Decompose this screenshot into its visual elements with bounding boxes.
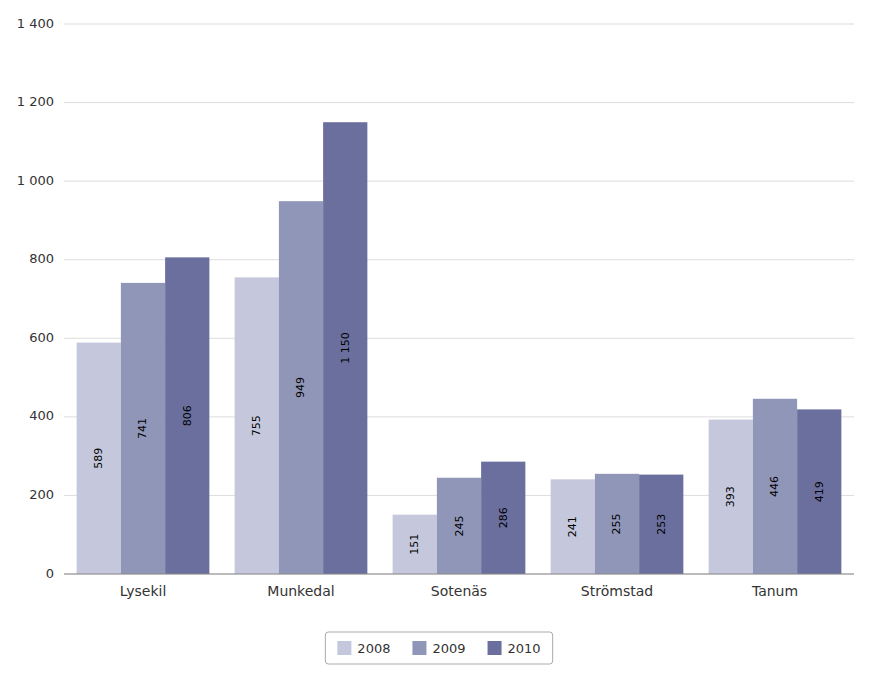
legend-item: 2010 [488,641,541,656]
legend-label: 2008 [357,641,390,656]
data-label: 806 [181,405,194,426]
chart: 0 200 400 600 800 1 000 1 200 1 400 589 755 151 241… [0,0,878,684]
bar [235,277,279,574]
bar [797,409,841,574]
bar [551,479,595,574]
data-label: 949 [295,377,308,398]
legend-frame [325,632,552,664]
data-label: 245 [453,515,466,536]
bar [709,420,753,574]
y-tick-label: 200 [29,487,54,502]
x-tick-label: Munkedal [267,583,334,599]
data-label: 755 [250,415,263,436]
bar [393,515,437,574]
data-label: 255 [611,513,624,534]
bar [165,257,209,574]
chart-container: 0 200 400 600 800 1 000 1 200 1 400 589 755 151 241… [0,0,878,684]
data-label: 393 [724,486,737,507]
bar [77,343,121,574]
legend-swatch [488,641,502,655]
data-label: 419 [813,481,826,502]
bar [595,474,639,574]
data-labels: 589 755 151 241 393 741 949 245 255 446 806 1 150 28… [92,332,825,554]
bar [279,201,323,574]
data-label: 1 150 [339,332,352,364]
data-label: 151 [408,534,421,555]
legend-swatch [412,641,426,655]
bar [437,478,481,574]
x-axis: Lysekil Munkedal Sotenäs Strömstad Tanum [64,574,854,599]
data-label: 253 [655,514,668,535]
bars [77,122,842,574]
legend: 2008 2009 2010 [325,632,552,664]
bar [121,283,165,574]
x-tick-label: Sotenäs [431,583,487,599]
data-label: 286 [497,507,510,528]
bar [639,475,683,574]
legend-item: 2009 [412,641,465,656]
bar [323,122,367,574]
y-tick-label: 600 [29,330,54,345]
data-label: 446 [769,476,782,497]
grid-line [64,574,854,575]
x-tick-label: Strömstad [581,583,653,599]
legend-item: 2008 [337,641,390,656]
grid-line [64,24,854,25]
y-tick-label: 0 [46,566,54,581]
legend-label: 2010 [508,641,541,656]
x-tick-label: Lysekil [120,583,167,599]
x-axis-line [64,574,854,575]
data-label: 589 [92,448,105,469]
legend-label: 2009 [432,641,465,656]
grid-line [64,102,854,103]
y-tick-label: 800 [29,251,54,266]
legend-swatch [337,641,351,655]
bar [481,462,525,574]
data-label: 241 [566,516,579,537]
grid-line [64,181,854,182]
y-axis: 0 200 400 600 800 1 000 1 200 1 400 [17,16,854,581]
bar [753,399,797,574]
y-tick-label: 1 200 [17,94,54,109]
y-tick-label: 400 [29,408,54,423]
data-label: 741 [137,418,150,439]
y-tick-label: 1 000 [17,173,54,188]
y-tick-label: 1 400 [17,16,54,31]
x-tick-label: Tanum [751,583,798,599]
